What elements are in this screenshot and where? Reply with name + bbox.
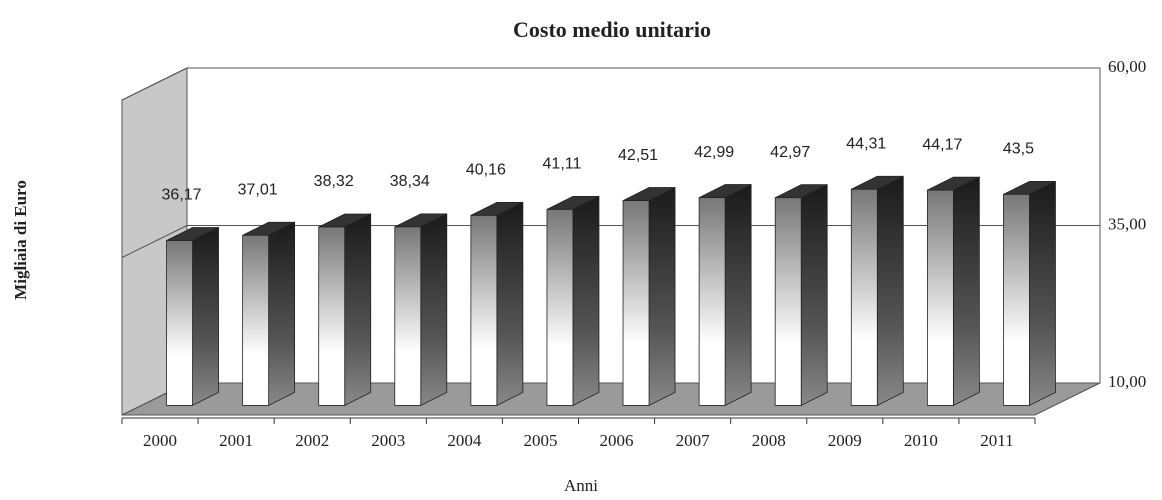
- bar-side: [876, 175, 904, 407]
- x-tick-label: 2001: [219, 431, 253, 450]
- x-tick-label: 2009: [828, 431, 862, 450]
- data-label: 42,99: [694, 144, 734, 161]
- bar-side: [800, 184, 828, 407]
- bar: [546, 195, 600, 407]
- bar: [774, 184, 828, 407]
- bar-front: [926, 189, 954, 406]
- y-tick-label: 60,00: [1108, 57, 1146, 76]
- x-tick-label: 2007: [676, 431, 711, 450]
- bar-side: [268, 221, 296, 407]
- bar: [318, 213, 372, 407]
- x-tick-label: 2002: [295, 431, 329, 450]
- data-label: 36,17: [162, 187, 202, 204]
- bar-front: [850, 188, 878, 406]
- y-tick-label: 10,00: [1108, 372, 1146, 391]
- data-label: 44,31: [846, 135, 886, 152]
- bar-front: [698, 197, 726, 406]
- grid-line: [121, 67, 188, 101]
- bar-side: [952, 176, 980, 407]
- bar-side: [420, 213, 448, 407]
- data-label: 38,34: [390, 173, 430, 190]
- bar-front: [318, 226, 346, 406]
- data-label: 42,97: [770, 144, 810, 161]
- bar-side: [192, 226, 219, 407]
- data-label: 42,51: [618, 147, 658, 164]
- y-tick-label: 35,00: [1108, 214, 1146, 233]
- bar-front: [166, 240, 193, 406]
- data-label: 38,32: [314, 173, 354, 190]
- bar: [242, 221, 296, 407]
- bar-side: [648, 186, 676, 407]
- data-label: 40,16: [466, 162, 506, 179]
- y-axis-title: Migliaia di Euro: [11, 180, 30, 300]
- x-tick-label: 2000: [143, 431, 177, 450]
- x-tick-label: 2004: [447, 431, 482, 450]
- x-tick-label: 2010: [904, 431, 938, 450]
- bar-front: [1003, 193, 1030, 406]
- bar-side: [572, 195, 600, 407]
- bar-front: [394, 226, 422, 406]
- bar-front: [774, 197, 802, 406]
- x-tick-label: 2011: [980, 431, 1013, 450]
- x-axis-title: Anni: [564, 476, 598, 495]
- bar: [926, 176, 980, 407]
- bar: [470, 201, 524, 407]
- bar-front: [470, 214, 498, 406]
- bar: [850, 175, 904, 407]
- bar-side: [724, 183, 752, 407]
- chart-title: Costo medio unitario: [513, 17, 711, 42]
- bar-front: [622, 200, 650, 406]
- bar-side: [1029, 180, 1056, 407]
- x-tick-label: 2008: [752, 431, 786, 450]
- bar: [698, 183, 752, 407]
- bar: [394, 213, 448, 407]
- bar: [166, 226, 219, 407]
- data-label: 41,11: [543, 156, 582, 173]
- x-tick-label: 2003: [371, 431, 405, 450]
- bar-front: [546, 209, 574, 406]
- x-tick-label: 2005: [523, 431, 557, 450]
- data-label: 44,17: [922, 136, 962, 153]
- bar-front: [242, 234, 270, 406]
- grid-line: [121, 225, 188, 258]
- bar-side: [496, 201, 524, 407]
- data-label: 37,01: [238, 181, 278, 198]
- bar-side: [344, 213, 372, 407]
- x-tick-label: 2006: [600, 431, 634, 450]
- bar: [1003, 180, 1056, 407]
- bar: [622, 186, 676, 407]
- data-label: 43,5: [1003, 141, 1034, 158]
